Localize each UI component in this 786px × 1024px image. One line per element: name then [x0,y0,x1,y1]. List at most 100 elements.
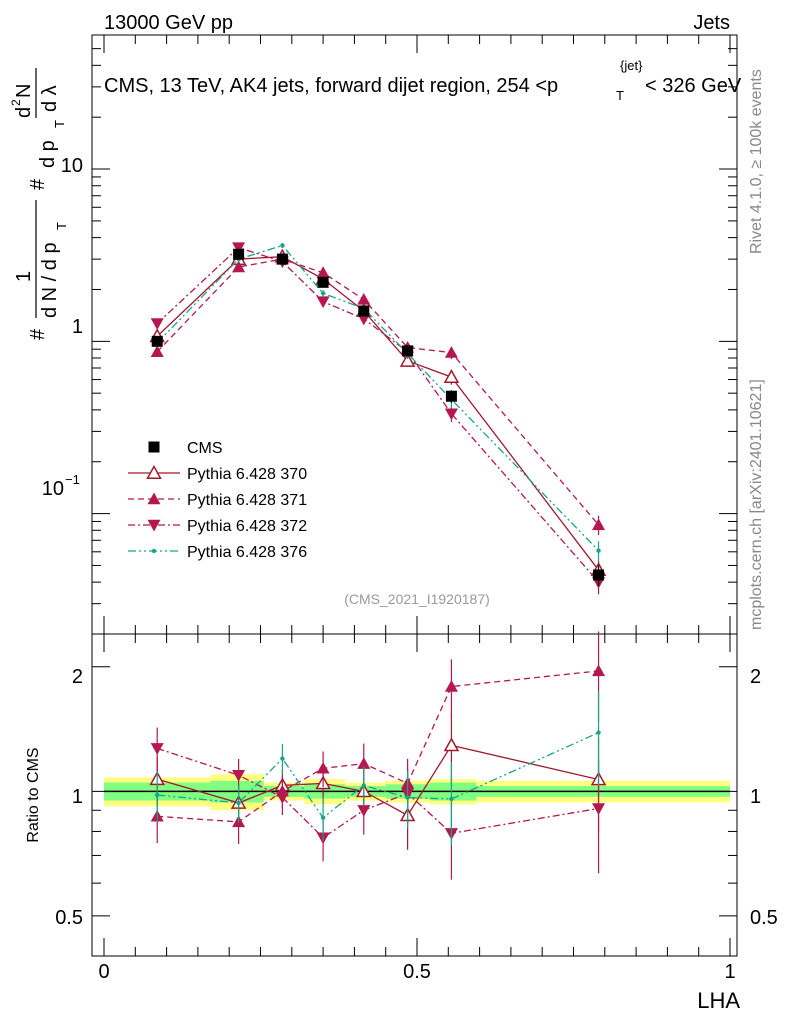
ratio-panel-frame [91,633,738,957]
series-point [232,260,246,273]
ratio-axis-ticks [92,634,737,956]
series-point [357,292,371,305]
ratio-point [592,803,606,815]
cms-point [276,253,288,265]
x-tick-label-0p5: 0.5 [403,961,431,983]
series-point [232,242,246,255]
series-ratio-line [157,747,599,839]
ratio-point [357,805,371,817]
ratio-tick-label-2-right: 2 [750,666,761,688]
ratio-ylabel: Ratio to CMS [25,747,42,842]
title-main: CMS, 13 TeV, AK4 jets, forward dijet reg… [104,75,558,97]
ylabel-one: 1 [13,271,35,282]
series-line [156,244,600,552]
header-left: 13000 GeV pp [104,12,233,34]
series-3-upper [150,242,606,595]
series-4-ratio [155,691,601,846]
series-point [399,352,416,367]
ratio-tick-label-1: 1 [72,786,83,808]
cms-point [151,335,163,347]
header-right: Jets [693,12,730,34]
cms-point [402,345,414,357]
ylabel-dn-dpt: d N / d p [39,242,61,318]
ratio-point [596,730,601,735]
series-line [156,246,600,583]
ratio-point [236,800,241,806]
series-ratio-line [157,744,599,817]
tick-label-0p1-exp: −1 [65,472,80,487]
ratio-point [357,757,371,769]
ratio-point [449,796,454,802]
mcplots-label: mcplots.cern.ch [arXiv:2401.10621] [748,379,765,630]
ylabel-sub-t1: T [54,222,69,230]
ratio-point [405,795,410,800]
ratio-point [361,783,366,788]
ratio-data-layer [104,631,730,880]
legend-label: Pythia 6.428 371 [187,492,307,509]
series-point [596,548,601,553]
cms-point [233,248,245,260]
tick-label-1: 1 [72,316,83,338]
ratio-point [155,792,160,798]
ratio-point [232,770,246,782]
ylabel-dlambda: d λ [39,85,61,112]
ratio-point [280,756,285,761]
analysis-id: (CMS_2021_I1920187) [344,591,490,607]
legend-label: Pythia 6.428 372 [187,518,307,535]
upper-axis-ticks [92,34,737,635]
plot-title: CMS, 13 TeV, AK4 jets, forward dijet reg… [104,58,742,103]
ratio-point [316,761,330,774]
ratio-tick-label-0p5-right: 0.5 [750,907,778,929]
ratio-point [320,815,326,820]
series-point [150,318,164,330]
x-axis-label: LHA [697,988,740,1013]
ylabel-d: d [13,107,35,118]
series-ratio-line [157,670,599,823]
x-tick-label-1: 1 [724,961,735,983]
series-line [156,256,600,571]
legend-marker [151,548,157,554]
series-line [156,258,600,526]
tick-label-10: 10 [61,155,83,177]
ratio-point [150,743,164,755]
ratio-tick-label-2: 2 [72,666,83,688]
title-sup: {jet} [620,58,643,73]
cms-point [593,569,605,581]
legend-marker [146,464,162,479]
ratio-tick-label-1-right: 1 [750,786,761,808]
series-point [444,408,458,421]
series-point [443,369,460,384]
series-point [357,313,371,326]
upper-data-layer [149,242,607,595]
upper-ylabel: # 1 d N / d p T # d p T d 2 N d λ [9,68,69,340]
cms-point [445,390,457,402]
ylabel-sup-2: 2 [9,99,23,106]
ratio-point [592,664,606,677]
ylabel-sub-t2: T [52,120,67,128]
series-point [316,296,330,309]
series-point [592,518,606,531]
legend-label: Pythia 6.428 376 [187,544,307,561]
legend: CMS Pythia 6.428 370 Pythia 6.428 371 Pythi… [128,440,307,561]
legend-marker [148,441,160,453]
legend-label: CMS [187,440,223,457]
rivet-label: Rivet 4.1.0, ≥ 100k events [748,69,765,254]
ylabel-dpt: d p [37,140,59,168]
series-2-ratio [150,631,606,844]
cms-data [151,248,605,586]
ylabel-hash-2: # [27,178,49,190]
cms-point [317,276,329,288]
series-point [280,243,285,248]
series-point [444,346,458,358]
legend-marker [147,492,161,505]
ylabel-hash-1: # [27,328,49,340]
ratio-point [443,737,460,752]
legend-marker [147,519,161,532]
tick-label-0p1-base: 10 [42,478,64,500]
ratio-point [275,792,289,804]
series-point [320,291,326,296]
series-point [316,266,330,278]
series-4-upper [155,243,601,562]
legend-label: Pythia 6.428 370 [187,466,307,483]
